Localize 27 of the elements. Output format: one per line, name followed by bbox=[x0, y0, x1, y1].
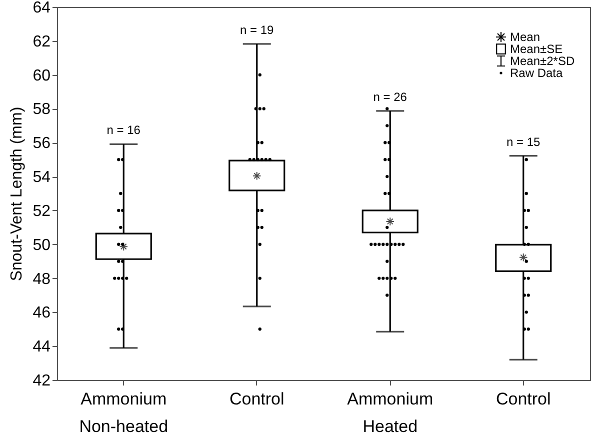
annotation: Mean±SE bbox=[510, 42, 563, 56]
text: Heated bbox=[362, 417, 418, 435]
y-tick-label: 48 bbox=[32, 270, 51, 288]
x-tick-label: Ammonium bbox=[80, 390, 167, 408]
annotation: n = 19 bbox=[240, 22, 274, 37]
y-tick-label: 62 bbox=[32, 33, 51, 50]
y-tick-label: 56 bbox=[32, 135, 51, 152]
annotation: n = 26 bbox=[373, 90, 408, 104]
text: Non-heated bbox=[79, 417, 168, 435]
y-tick-label: 50 bbox=[32, 236, 51, 254]
x-tick-label: Control bbox=[229, 390, 284, 408]
y-tick-label: 64 bbox=[32, 0, 51, 16]
y-tick-label: 52 bbox=[32, 202, 51, 220]
annotation: Raw Data bbox=[510, 66, 563, 80]
annotation: Mean bbox=[510, 30, 540, 44]
y-tick-label: 46 bbox=[32, 304, 51, 322]
x-tick-label: Ammonium bbox=[347, 390, 434, 408]
y-tick-label: 44 bbox=[32, 338, 51, 356]
annotation: Mean±2*SD bbox=[510, 54, 575, 68]
y-axis-title: Snout-Vent Length (mm) bbox=[8, 106, 26, 282]
y-tick-label: 54 bbox=[32, 169, 51, 186]
annotation: n = 15 bbox=[506, 134, 541, 149]
y-tick-label: 42 bbox=[32, 372, 51, 390]
x-tick-label: Control bbox=[496, 390, 551, 408]
annotation: n = 16 bbox=[106, 123, 141, 138]
y-tick-label: 58 bbox=[32, 101, 51, 118]
y-tick-label: 60 bbox=[32, 67, 51, 84]
